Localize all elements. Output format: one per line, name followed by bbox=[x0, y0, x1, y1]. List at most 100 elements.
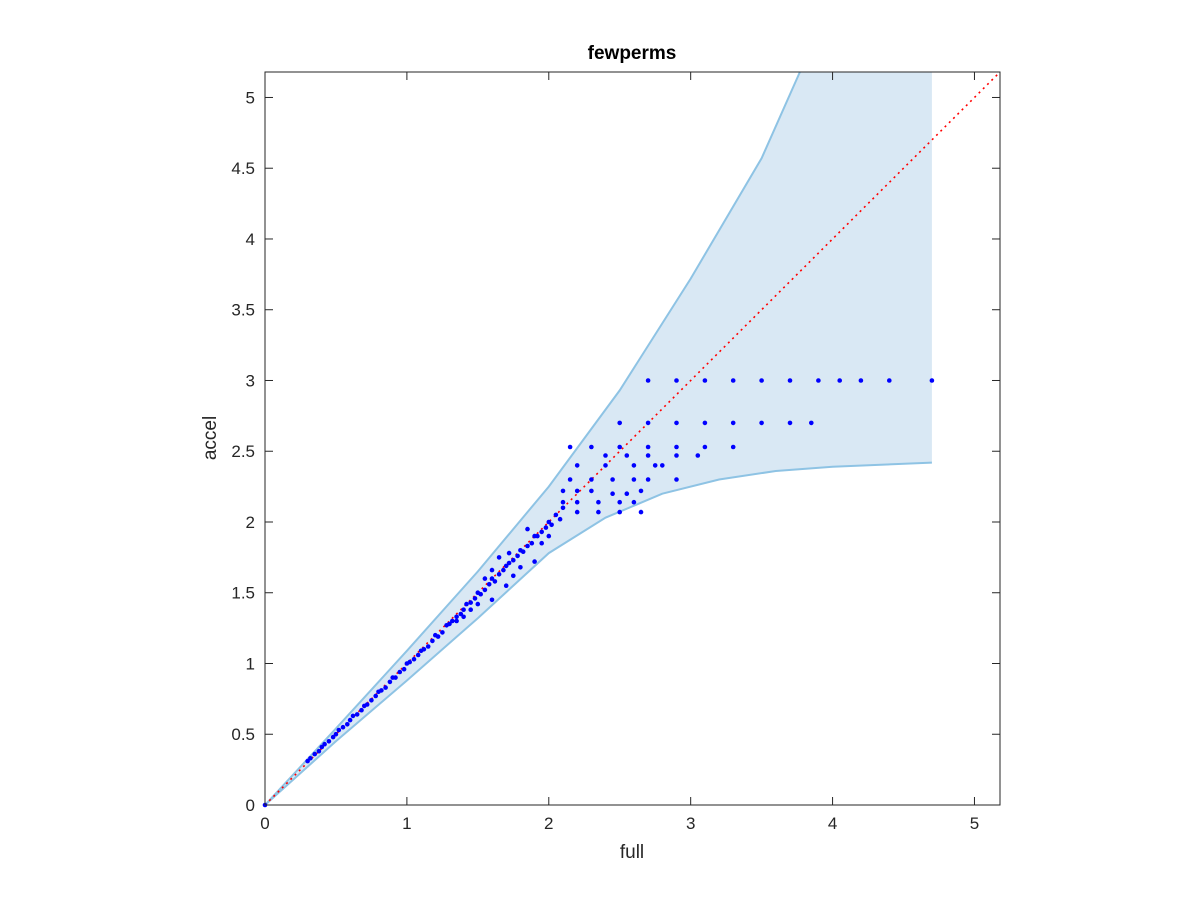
data-point bbox=[929, 378, 935, 383]
data-point bbox=[506, 560, 512, 566]
data-point bbox=[553, 512, 559, 518]
data-point bbox=[557, 516, 563, 522]
data-point bbox=[603, 453, 608, 458]
data-point bbox=[458, 611, 464, 617]
data-point bbox=[560, 488, 566, 494]
y-tick-label: 2.5 bbox=[231, 442, 255, 461]
data-point bbox=[450, 618, 455, 624]
plot-area bbox=[262, 71, 1001, 808]
data-point bbox=[858, 378, 864, 383]
data-point bbox=[464, 601, 469, 607]
data-point bbox=[660, 463, 665, 468]
data-point bbox=[383, 685, 388, 690]
data-point bbox=[631, 499, 637, 505]
data-point bbox=[468, 600, 474, 605]
data-point bbox=[539, 529, 544, 535]
data-point bbox=[354, 712, 360, 717]
data-point bbox=[617, 420, 622, 426]
data-point bbox=[631, 463, 637, 468]
data-point bbox=[589, 477, 594, 482]
data-point bbox=[373, 693, 379, 699]
data-point bbox=[340, 724, 346, 730]
y-tick-label: 1 bbox=[246, 654, 255, 673]
data-point bbox=[326, 739, 332, 744]
data-point bbox=[319, 744, 325, 750]
reference-line bbox=[264, 71, 1001, 806]
band-upper-edge bbox=[264, 71, 801, 806]
data-point bbox=[496, 572, 502, 577]
data-point bbox=[674, 477, 679, 482]
data-point bbox=[546, 519, 552, 525]
data-point bbox=[837, 378, 842, 383]
data-point bbox=[617, 509, 622, 515]
data-point bbox=[702, 444, 708, 450]
data-point bbox=[347, 717, 353, 723]
data-point bbox=[560, 505, 566, 511]
data-point bbox=[674, 420, 679, 426]
data-point bbox=[638, 488, 644, 494]
data-point bbox=[567, 477, 573, 482]
data-point bbox=[596, 499, 601, 505]
data-point bbox=[787, 420, 793, 426]
data-point bbox=[333, 731, 339, 737]
axes-box bbox=[264, 71, 1001, 806]
data-point bbox=[652, 463, 658, 468]
data-point bbox=[674, 444, 679, 450]
data-point bbox=[515, 553, 520, 559]
data-point bbox=[603, 463, 608, 468]
data-point bbox=[503, 583, 509, 588]
data-point bbox=[525, 543, 530, 549]
data-point bbox=[316, 748, 322, 754]
y-tick-label: 3.5 bbox=[231, 301, 255, 320]
y-tick-label: 3 bbox=[246, 371, 255, 390]
data-point bbox=[511, 557, 516, 563]
x-tick-label: 0 bbox=[260, 814, 269, 833]
data-point bbox=[503, 563, 509, 569]
y-tick-label: 4 bbox=[246, 230, 255, 249]
data-point bbox=[617, 499, 622, 505]
data-point bbox=[461, 614, 466, 620]
data-point bbox=[336, 727, 342, 733]
data-point bbox=[421, 647, 427, 652]
data-point bbox=[478, 591, 484, 597]
data-point bbox=[486, 582, 492, 587]
x-tick-label: 3 bbox=[686, 814, 695, 833]
data-point bbox=[308, 756, 313, 761]
data-point bbox=[532, 559, 537, 564]
y-tick-label: 0.5 bbox=[231, 725, 255, 744]
data-point bbox=[596, 509, 601, 515]
data-point bbox=[610, 491, 615, 497]
data-point bbox=[435, 634, 441, 639]
data-point bbox=[472, 596, 478, 601]
data-point bbox=[574, 488, 580, 494]
data-point bbox=[415, 652, 421, 658]
data-point bbox=[369, 698, 374, 703]
data-point bbox=[506, 550, 512, 556]
data-point bbox=[454, 614, 459, 620]
data-point bbox=[330, 734, 336, 740]
data-point bbox=[345, 722, 350, 727]
data-point bbox=[702, 420, 708, 426]
y-tick-label: 0 bbox=[246, 796, 255, 815]
data-point bbox=[574, 463, 580, 468]
data-point bbox=[489, 597, 495, 603]
data-point bbox=[567, 444, 573, 450]
data-point bbox=[411, 656, 417, 662]
data-point bbox=[816, 378, 821, 383]
data-point bbox=[350, 713, 356, 719]
data-point bbox=[543, 525, 549, 530]
data-point bbox=[489, 576, 495, 581]
data-point bbox=[589, 488, 594, 494]
data-point bbox=[695, 453, 701, 458]
data-point bbox=[574, 509, 580, 515]
data-point bbox=[529, 540, 535, 546]
data-point bbox=[624, 491, 630, 497]
data-point bbox=[539, 540, 544, 546]
data-point bbox=[364, 702, 370, 707]
x-tick-label: 2 bbox=[544, 814, 553, 833]
x-tick-label: 5 bbox=[970, 814, 979, 833]
data-point bbox=[305, 758, 310, 764]
data-point bbox=[482, 587, 488, 593]
band-lower-edge bbox=[264, 461, 932, 806]
axes: 0 1 2 3 4 5 0 0.5 1 1.5 2 2.5 3 3.5 4 4.5 5 bbox=[231, 71, 1001, 833]
